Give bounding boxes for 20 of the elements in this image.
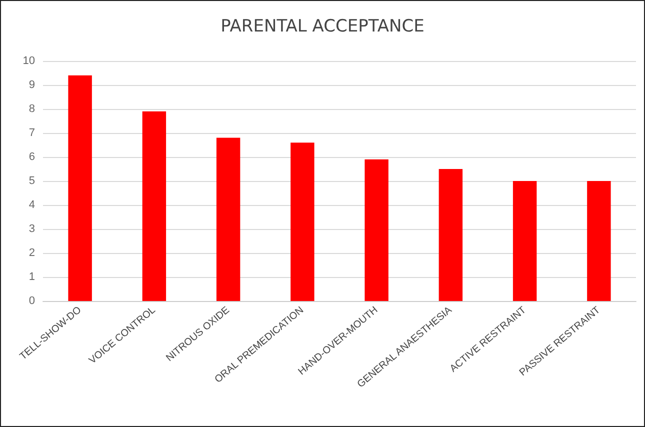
y-tick-label: 1: [28, 271, 35, 283]
y-tick-label: 9: [28, 79, 35, 91]
y-tick-label: 10: [22, 55, 35, 67]
y-tick-label: 5: [28, 175, 35, 187]
bar: [68, 75, 92, 301]
bar: [216, 138, 240, 301]
bar: [587, 181, 611, 301]
y-tick-label: 0: [28, 295, 35, 307]
y-tick-label: 4: [28, 199, 35, 211]
y-tick-label: 2: [28, 247, 35, 259]
chart-title: PARENTAL ACCEPTANCE: [220, 16, 424, 36]
bar: [364, 159, 388, 301]
y-tick-label: 3: [28, 223, 35, 235]
bar: [290, 142, 314, 301]
y-tick-label: 6: [28, 151, 35, 163]
bar: [142, 111, 166, 301]
bar: [438, 169, 463, 301]
y-tick-label: 7: [28, 127, 35, 139]
y-tick-label: 8: [28, 103, 35, 115]
bar: [512, 181, 537, 301]
